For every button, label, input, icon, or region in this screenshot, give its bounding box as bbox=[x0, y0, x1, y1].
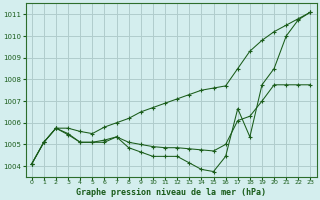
X-axis label: Graphe pression niveau de la mer (hPa): Graphe pression niveau de la mer (hPa) bbox=[76, 188, 266, 197]
